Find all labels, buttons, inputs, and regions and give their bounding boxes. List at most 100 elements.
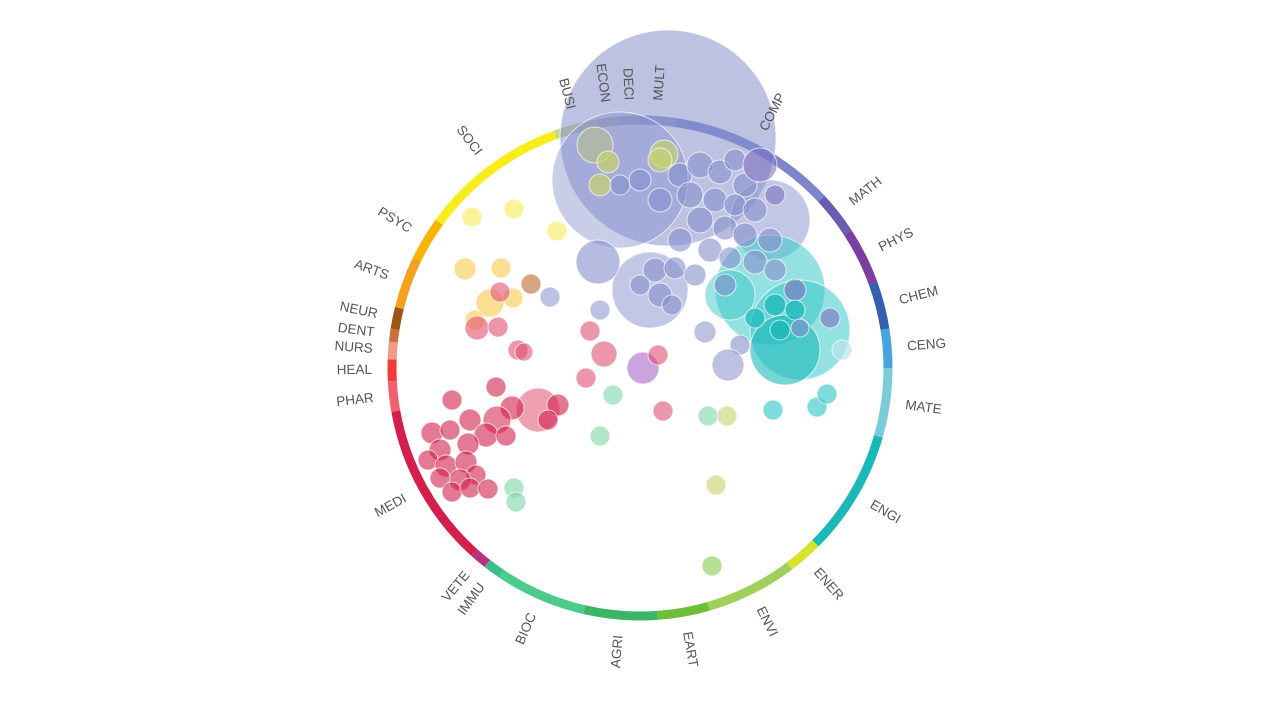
ring-segment-eart (657, 606, 708, 615)
bubble[interactable] (687, 207, 713, 233)
ring-segment-bioc (501, 574, 584, 610)
bubble[interactable] (743, 148, 777, 182)
bubble[interactable] (668, 228, 692, 252)
bubble[interactable] (662, 295, 682, 315)
bubble[interactable] (719, 247, 741, 269)
bubble[interactable] (506, 492, 526, 512)
bubble[interactable] (486, 377, 506, 397)
bubble[interactable] (460, 478, 480, 498)
bubble[interactable] (462, 207, 482, 227)
bubble[interactable] (664, 257, 686, 279)
subject-label-engi: ENGI (868, 497, 904, 527)
bubble[interactable] (784, 279, 806, 301)
bubble[interactable] (694, 321, 716, 343)
bubble[interactable] (832, 340, 852, 360)
bubble[interactable] (791, 319, 809, 337)
bubble[interactable] (488, 317, 508, 337)
ring-segment-math (821, 199, 848, 233)
bubble[interactable] (653, 401, 673, 421)
bubble[interactable] (724, 149, 746, 171)
bubble[interactable] (629, 169, 651, 191)
bubble[interactable] (504, 199, 524, 219)
bubble[interactable] (698, 406, 718, 426)
bubble[interactable] (590, 426, 610, 446)
bubble[interactable] (733, 223, 757, 247)
bubble[interactable] (547, 221, 567, 241)
ring-segment-soci (439, 135, 555, 222)
bubble[interactable] (743, 198, 767, 222)
subject-label-heal: HEAL (337, 362, 373, 377)
bubble[interactable] (580, 321, 600, 341)
bubble[interactable] (724, 194, 746, 216)
bubble[interactable] (590, 300, 610, 320)
ring-segment-arts (399, 259, 417, 308)
bubble[interactable] (764, 294, 786, 316)
ring-segment-vete (474, 552, 487, 563)
bubble[interactable] (758, 228, 782, 252)
ring-segment-engi (815, 436, 878, 543)
ring-segment-ener (789, 543, 815, 566)
subject-label-neur: NEUR (339, 299, 380, 321)
bubble[interactable] (521, 274, 541, 294)
bubble[interactable] (589, 174, 611, 196)
subject-label-bioc: BIOC (512, 610, 539, 646)
bubble[interactable] (597, 151, 619, 173)
bubble[interactable] (491, 258, 511, 278)
bubble[interactable] (440, 420, 460, 440)
bubble[interactable] (515, 343, 533, 361)
bubble[interactable] (490, 282, 510, 302)
bubble[interactable] (648, 345, 668, 365)
ring-segment-neur (395, 308, 399, 329)
bubble[interactable] (603, 385, 623, 405)
bubble[interactable] (630, 275, 650, 295)
bubble[interactable] (591, 341, 617, 367)
bubble[interactable] (765, 185, 785, 205)
bubble[interactable] (576, 240, 620, 284)
bubble[interactable] (610, 175, 630, 195)
bubble[interactable] (763, 400, 783, 420)
bubble[interactable] (442, 482, 462, 502)
subject-label-phys: PHYS (876, 224, 916, 254)
bubble[interactable] (648, 148, 672, 172)
subject-label-envi: ENVI (754, 604, 781, 639)
bubble[interactable] (478, 479, 498, 499)
subject-label-medi: MEDI (372, 491, 409, 520)
bubble[interactable] (465, 316, 489, 340)
bubble[interactable] (576, 368, 596, 388)
bubble[interactable] (714, 274, 736, 296)
ring-segment-phar (392, 381, 395, 411)
bubble[interactable] (496, 426, 516, 446)
bubble[interactable] (538, 410, 558, 430)
bubble[interactable] (745, 308, 765, 328)
subject-label-mult: MULT (650, 64, 667, 101)
bubble[interactable] (817, 384, 837, 404)
bubble[interactable] (717, 406, 737, 426)
bubble[interactable] (698, 238, 722, 262)
ring-segment-psyc (417, 222, 439, 259)
subject-label-psyc: PSYC (375, 204, 414, 236)
bubble[interactable] (706, 475, 726, 495)
bubble[interactable] (785, 300, 805, 320)
bubble[interactable] (820, 308, 840, 328)
bubble[interactable] (677, 182, 703, 208)
bubble[interactable] (684, 264, 706, 286)
bubble[interactable] (648, 188, 672, 212)
bubble[interactable] (442, 390, 462, 410)
subject-label-nurs: NURS (334, 338, 373, 356)
ring-segment-immu (487, 563, 501, 573)
subject-label-soci: SOCI (454, 123, 486, 158)
bubble[interactable] (454, 258, 476, 280)
bubble[interactable] (702, 556, 722, 576)
bubble[interactable] (770, 320, 790, 340)
ring-segment-mate (878, 368, 888, 436)
ring-segment-nurs (392, 342, 393, 359)
bubble[interactable] (712, 349, 744, 381)
bubble[interactable] (764, 259, 786, 281)
bubble[interactable] (540, 287, 560, 307)
ring-segment-dent (393, 329, 395, 342)
ring-segment-ceng (885, 329, 888, 368)
bubble[interactable] (743, 250, 767, 274)
ring-segment-phys (848, 233, 873, 283)
subject-label-arts: ARTS (352, 256, 391, 282)
